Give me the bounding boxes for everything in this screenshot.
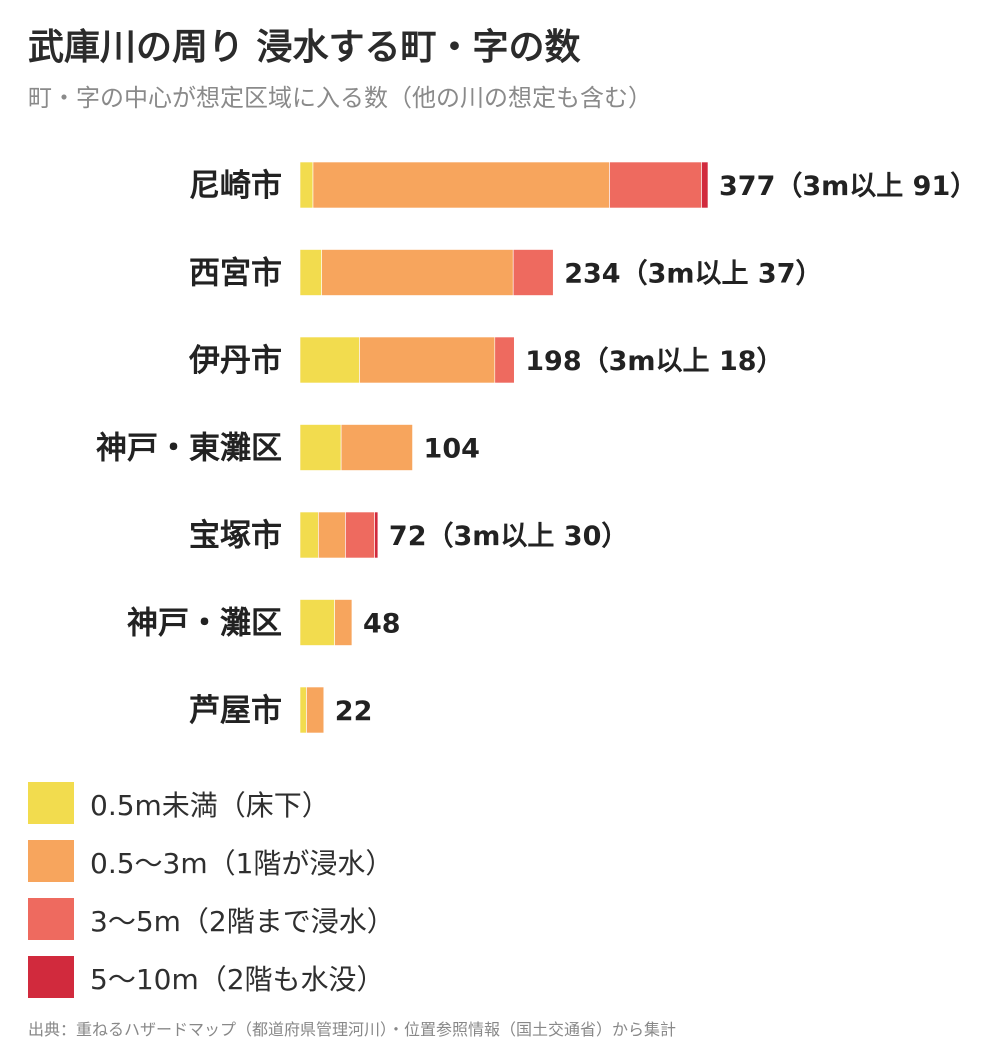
category-label: 神戸・灘区 xyxy=(127,606,282,642)
data-label: 48 xyxy=(363,609,401,640)
bar-segment xyxy=(374,511,379,559)
bar-segment xyxy=(359,336,496,384)
stacked-bar-chart: 尼崎市 377（3m以上 91） 西宮市 234（3m以上 37） 伊丹市 198（3m以… xyxy=(96,161,977,734)
category-label: 神戸・東灘区 xyxy=(96,431,282,467)
bar-segment xyxy=(512,249,554,296)
data-label: 377（3m以上 91） xyxy=(719,171,977,202)
bars-layer: 尼崎市 377（3m以上 91） 西宮市 234（3m以上 37） 伊丹市 198（3m以… xyxy=(96,161,977,734)
category-label: 宝塚市 xyxy=(189,518,282,554)
bar-segment xyxy=(321,249,514,296)
bar-segment xyxy=(299,424,342,471)
bar-segment xyxy=(299,511,319,559)
legend-label: 0.5m未満（床下） xyxy=(90,789,330,822)
bar-segment xyxy=(306,686,325,734)
legend-swatch xyxy=(28,840,74,882)
bar-segment xyxy=(299,161,314,209)
legend-swatch xyxy=(28,956,74,998)
category-label: 伊丹市 xyxy=(188,343,282,379)
bar-segment xyxy=(299,336,360,384)
chart-subtitle: 町・字の中心が想定区域に入る数（他の川の想定も含む） xyxy=(28,84,652,112)
legend-swatch xyxy=(28,782,74,824)
bar-segment xyxy=(345,511,375,559)
bar-segment xyxy=(494,336,515,384)
bar-segment xyxy=(340,424,413,471)
data-label: 22 xyxy=(335,696,373,727)
data-label: 72（3m以上 30） xyxy=(389,521,628,552)
data-label: 198（3m以上 18） xyxy=(525,346,783,377)
data-label: 234（3m以上 37） xyxy=(564,259,822,290)
data-label: 104 xyxy=(424,434,480,465)
legend-swatch xyxy=(28,898,74,940)
bar-segment xyxy=(701,161,709,209)
bar-segment xyxy=(609,161,702,209)
source-note: 出典：重ねるハザードマップ（都道府県管理河川）・位置参照情報（国土交通省）から集… xyxy=(28,1020,677,1039)
bar-segment xyxy=(318,511,346,559)
bar-segment xyxy=(299,249,322,296)
bar-segment xyxy=(312,161,610,209)
bar-segment xyxy=(299,686,307,734)
category-label: 西宮市 xyxy=(189,256,282,292)
legend-label: 5〜10m（2階も水没） xyxy=(90,963,385,996)
category-label: 芦屋市 xyxy=(189,693,282,729)
bar-segment xyxy=(334,599,353,646)
category-label: 尼崎市 xyxy=(189,168,282,204)
chart-title: 武庫川の周り 浸水する町・字の数 xyxy=(28,27,581,68)
legend-label: 3〜5m（2階まで浸水） xyxy=(90,905,395,938)
legend-label: 0.5〜3m（1階が浸水） xyxy=(90,847,394,880)
bar-segment xyxy=(299,599,335,646)
